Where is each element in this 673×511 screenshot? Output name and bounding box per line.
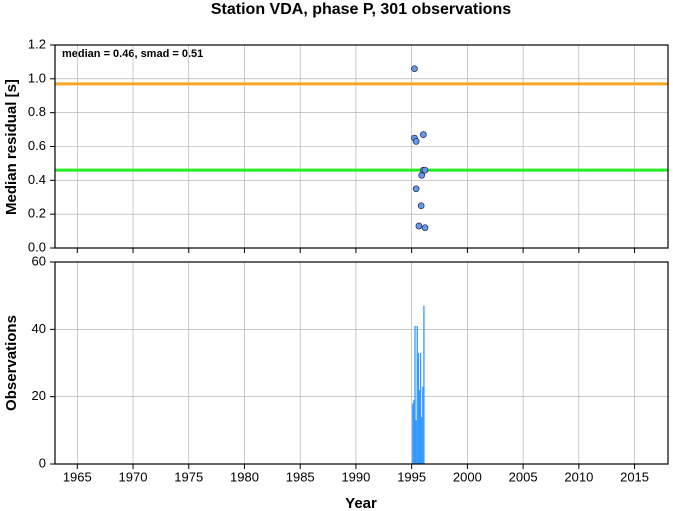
point (420, 131, 427, 139)
x-tick-label: 2005 (509, 469, 538, 484)
point (411, 65, 418, 73)
point (412, 138, 420, 145)
y-axis-label: Observations (3, 315, 20, 411)
x-tick-label: 2010 (564, 469, 593, 484)
x-tick-label: 2000 (453, 469, 482, 484)
point (421, 166, 429, 174)
y-tick-label: 1.2 (28, 36, 46, 51)
x-tick-label: 1980 (230, 469, 259, 484)
point (415, 222, 423, 230)
y-tick-label: 0 (39, 455, 46, 470)
x-tick-label: 1985 (286, 469, 315, 484)
point (417, 202, 425, 210)
point (421, 224, 429, 232)
x-tick-label: 1975 (174, 469, 203, 484)
annotation: median = 0.46, smad = 0.51 (62, 48, 203, 60)
x-tick-label: 1990 (341, 469, 370, 484)
y-tick-label: 0.8 (28, 104, 46, 119)
y-tick-label: 1.0 (28, 70, 46, 85)
plot-frame (54, 261, 669, 465)
y-axis-label: Median residual [s] (3, 79, 20, 215)
y-tick-label: 0.6 (28, 138, 46, 153)
x-tick-label: 1970 (119, 469, 148, 484)
point (412, 185, 420, 193)
y-tick-label: 20 (32, 388, 46, 403)
y-tick-label: 60 (32, 253, 46, 268)
x-axis-label: Year (345, 495, 377, 511)
y-tick-label: 0.0 (28, 239, 46, 254)
chart-title: Station VDA, phase P, 301 observations (211, 1, 511, 18)
plot-frame (54, 44, 669, 249)
y-tick-label: 0.4 (28, 172, 46, 187)
x-tick-label: 1995 (397, 469, 426, 484)
y-tick-label: 40 (32, 321, 46, 336)
y-tick-label: 0.2 (28, 206, 46, 221)
x-tick-label: 2015 (620, 469, 649, 484)
x-tick-label: 1965 (63, 469, 92, 484)
